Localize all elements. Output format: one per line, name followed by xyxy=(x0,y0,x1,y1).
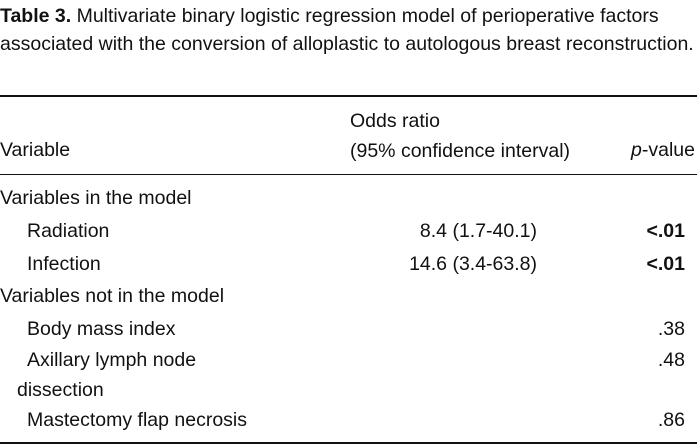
header-p-italic: p xyxy=(631,139,642,161)
variable-axillary-line2: dissection xyxy=(17,379,104,401)
variable-bmi: Body mass index xyxy=(27,318,176,340)
table-title: Multivariate binary logistic regression … xyxy=(0,5,694,55)
p-value-axillary: .48 xyxy=(657,349,685,371)
header-odds-ratio-line1: Odds ratio xyxy=(350,110,440,132)
header-odds-ratio-line2: (95% confidence interval) xyxy=(350,140,571,162)
variable-flap-necrosis: Mastectomy flap necrosis xyxy=(27,409,247,431)
table-label: Table 3. xyxy=(0,5,72,27)
table-row-bmi: Body mass index .38 xyxy=(0,314,697,344)
p-value-bmi: .38 xyxy=(657,318,685,340)
bottom-rule xyxy=(0,442,697,444)
top-rule xyxy=(0,95,697,97)
group-label-in-model: Variables in the model xyxy=(0,187,192,209)
header-p-value: p-value xyxy=(631,136,695,164)
variable-radiation: Radiation xyxy=(27,220,110,242)
table-row-flap-necrosis: Mastectomy flap necrosis .86 xyxy=(0,405,697,435)
table-row-axillary: Axillary lymph node dissection .48 xyxy=(0,345,697,405)
odds-ratio-infection: 14.6 (3.4-63.8) xyxy=(409,253,537,275)
p-value-radiation: <.01 xyxy=(646,220,686,242)
variable-infection: Infection xyxy=(27,253,101,275)
header-odds-ratio: Odds ratio (95% confidence interval) xyxy=(350,106,610,166)
variable-axillary-line1: Axillary lymph node xyxy=(27,349,197,371)
header-variable: Variable xyxy=(0,139,71,161)
header-rule xyxy=(0,174,697,175)
table-caption: Table 3. Multivariate binary logistic re… xyxy=(0,2,697,58)
p-value-infection: <.01 xyxy=(646,253,686,275)
table-row-radiation: Radiation 8.4 (1.7-40.1) <.01 xyxy=(0,216,697,246)
odds-ratio-radiation: 8.4 (1.7-40.1) xyxy=(419,220,537,242)
table-row-group-not-in-model: Variables not in the model xyxy=(0,281,697,311)
header-p-rest: -value xyxy=(641,139,695,161)
table-row-infection: Infection 14.6 (3.4-63.8) <.01 xyxy=(0,249,697,279)
group-label-not-in-model: Variables not in the model xyxy=(0,285,225,307)
table-row-group-in-model: Variables in the model xyxy=(0,183,697,213)
p-value-flap-necrosis: .86 xyxy=(657,409,685,431)
